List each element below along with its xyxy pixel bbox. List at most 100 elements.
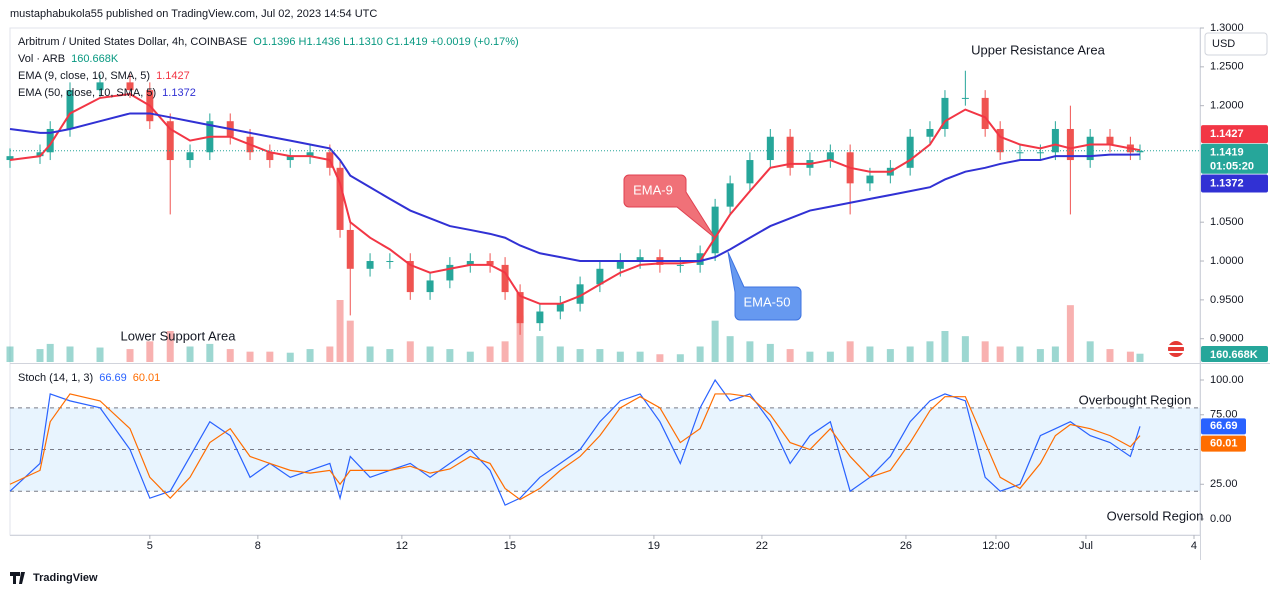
candle-body bbox=[286, 156, 294, 161]
stoch-last-box bbox=[1201, 435, 1246, 452]
candle-body bbox=[1051, 128, 1059, 153]
y-tick-label: 25.00 bbox=[1210, 478, 1238, 490]
legend-ema9-value: 1.1427 bbox=[156, 70, 190, 82]
callout-label: EMA-50 bbox=[744, 294, 791, 309]
candle-body bbox=[1016, 152, 1024, 154]
x-tick-label: 4 bbox=[1191, 540, 1197, 552]
y-tick-label: 1.2500 bbox=[1210, 61, 1244, 73]
volume-bar bbox=[556, 346, 564, 362]
flag-icon bbox=[1168, 341, 1184, 357]
stoch-last-box bbox=[1201, 418, 1246, 435]
candle-body bbox=[576, 284, 584, 304]
volume-bar bbox=[46, 343, 54, 362]
volume-bar bbox=[366, 346, 374, 362]
volume-bar bbox=[926, 341, 934, 362]
y-tick-label: 1.2000 bbox=[1210, 100, 1244, 112]
tv-logo bbox=[10, 572, 25, 584]
candle-body bbox=[336, 167, 344, 230]
annotation: Overbought Region bbox=[1079, 392, 1192, 407]
candle-body bbox=[426, 280, 434, 293]
volume-bar bbox=[246, 351, 254, 362]
legend-ohlc: O1.1396 H1.1436 L1.1310 C1.1419 +0.0019 … bbox=[253, 36, 518, 48]
volume-bar bbox=[906, 346, 914, 362]
x-tick-label: 12:00 bbox=[982, 540, 1010, 552]
volume-bar bbox=[726, 336, 734, 362]
candle-body bbox=[166, 121, 174, 161]
candle-body bbox=[636, 257, 644, 262]
candle-body bbox=[981, 97, 989, 129]
candle-body bbox=[1066, 128, 1074, 161]
volume-bar bbox=[166, 331, 174, 362]
candle-body bbox=[386, 261, 394, 263]
volume-bar bbox=[1126, 351, 1134, 362]
candle-body bbox=[1086, 136, 1094, 161]
volume-bar bbox=[961, 336, 969, 362]
legend-ema50-value: 1.1372 bbox=[162, 87, 196, 99]
volume-bar bbox=[636, 351, 644, 362]
candle-body bbox=[996, 128, 1004, 153]
stoch-last: 66.69 bbox=[1210, 420, 1238, 432]
volume-bar bbox=[981, 341, 989, 362]
candle-body bbox=[466, 261, 474, 265]
candle-body bbox=[446, 264, 454, 281]
legend-ema9: EMA (9, close, 10, SMA, 5) bbox=[18, 70, 150, 82]
candle-body bbox=[126, 82, 134, 91]
x-tick-label: 5 bbox=[147, 540, 153, 552]
candle-body bbox=[696, 253, 704, 265]
candle-body bbox=[711, 206, 719, 254]
volume-bar bbox=[6, 346, 14, 362]
legend-title: Arbitrum / United States Dollar, 4h, COI… bbox=[18, 36, 247, 48]
volume-bar bbox=[126, 349, 134, 362]
volume-bar bbox=[806, 351, 814, 362]
legend-volume-value: 160.668K bbox=[71, 53, 119, 65]
candle-body bbox=[616, 261, 624, 269]
y-tick-label: 1.3000 bbox=[1210, 22, 1244, 34]
volume-bar bbox=[846, 341, 854, 362]
ema9-last-box bbox=[1201, 125, 1268, 144]
candle-body bbox=[926, 128, 934, 137]
candle-body bbox=[941, 97, 949, 129]
currency[interactable]: USD bbox=[1212, 38, 1235, 50]
volume-bar bbox=[886, 349, 894, 362]
volume-bar bbox=[406, 341, 414, 362]
volume-bar bbox=[386, 349, 394, 362]
currency-button[interactable] bbox=[1204, 32, 1268, 56]
candle-body bbox=[1136, 150, 1144, 153]
volume-bar bbox=[146, 341, 154, 362]
volume-bar bbox=[676, 354, 684, 362]
candle-body bbox=[676, 264, 684, 266]
x-tick-label: 12 bbox=[396, 540, 408, 552]
volume-bar bbox=[266, 351, 274, 362]
volume-bar bbox=[346, 320, 354, 362]
candle-body bbox=[366, 261, 374, 269]
volume-bar bbox=[536, 336, 544, 362]
ema9-last: 1.1427 bbox=[1210, 128, 1244, 140]
volume-bar bbox=[516, 315, 524, 362]
volume-bar bbox=[866, 346, 874, 362]
volume-bar bbox=[596, 349, 604, 362]
candle-body bbox=[826, 152, 834, 161]
candle-body bbox=[726, 183, 734, 207]
volume-bar bbox=[66, 346, 74, 362]
volume-bar bbox=[826, 351, 834, 362]
x-tick-label: 22 bbox=[756, 540, 768, 552]
y-tick-label: 100.00 bbox=[1210, 374, 1244, 386]
stoch-line bbox=[9, 393, 1141, 501]
candle-body bbox=[36, 152, 44, 157]
volume-bar bbox=[1086, 341, 1094, 362]
stoch-title: Stoch (14, 1, 3) bbox=[18, 372, 93, 384]
candle-body bbox=[596, 268, 604, 285]
candle-body bbox=[786, 136, 794, 168]
volume-bar bbox=[186, 346, 194, 362]
volume-bar bbox=[786, 349, 794, 362]
publish-header: mustaphabukola55 published on TradingVie… bbox=[10, 8, 377, 20]
volume-bar bbox=[1106, 349, 1114, 362]
candle-body bbox=[556, 303, 564, 312]
candle-body bbox=[96, 82, 104, 91]
candle-body bbox=[306, 152, 314, 157]
candle-body bbox=[766, 136, 774, 161]
volume-bar bbox=[711, 320, 719, 362]
volume-bar bbox=[1016, 346, 1024, 362]
